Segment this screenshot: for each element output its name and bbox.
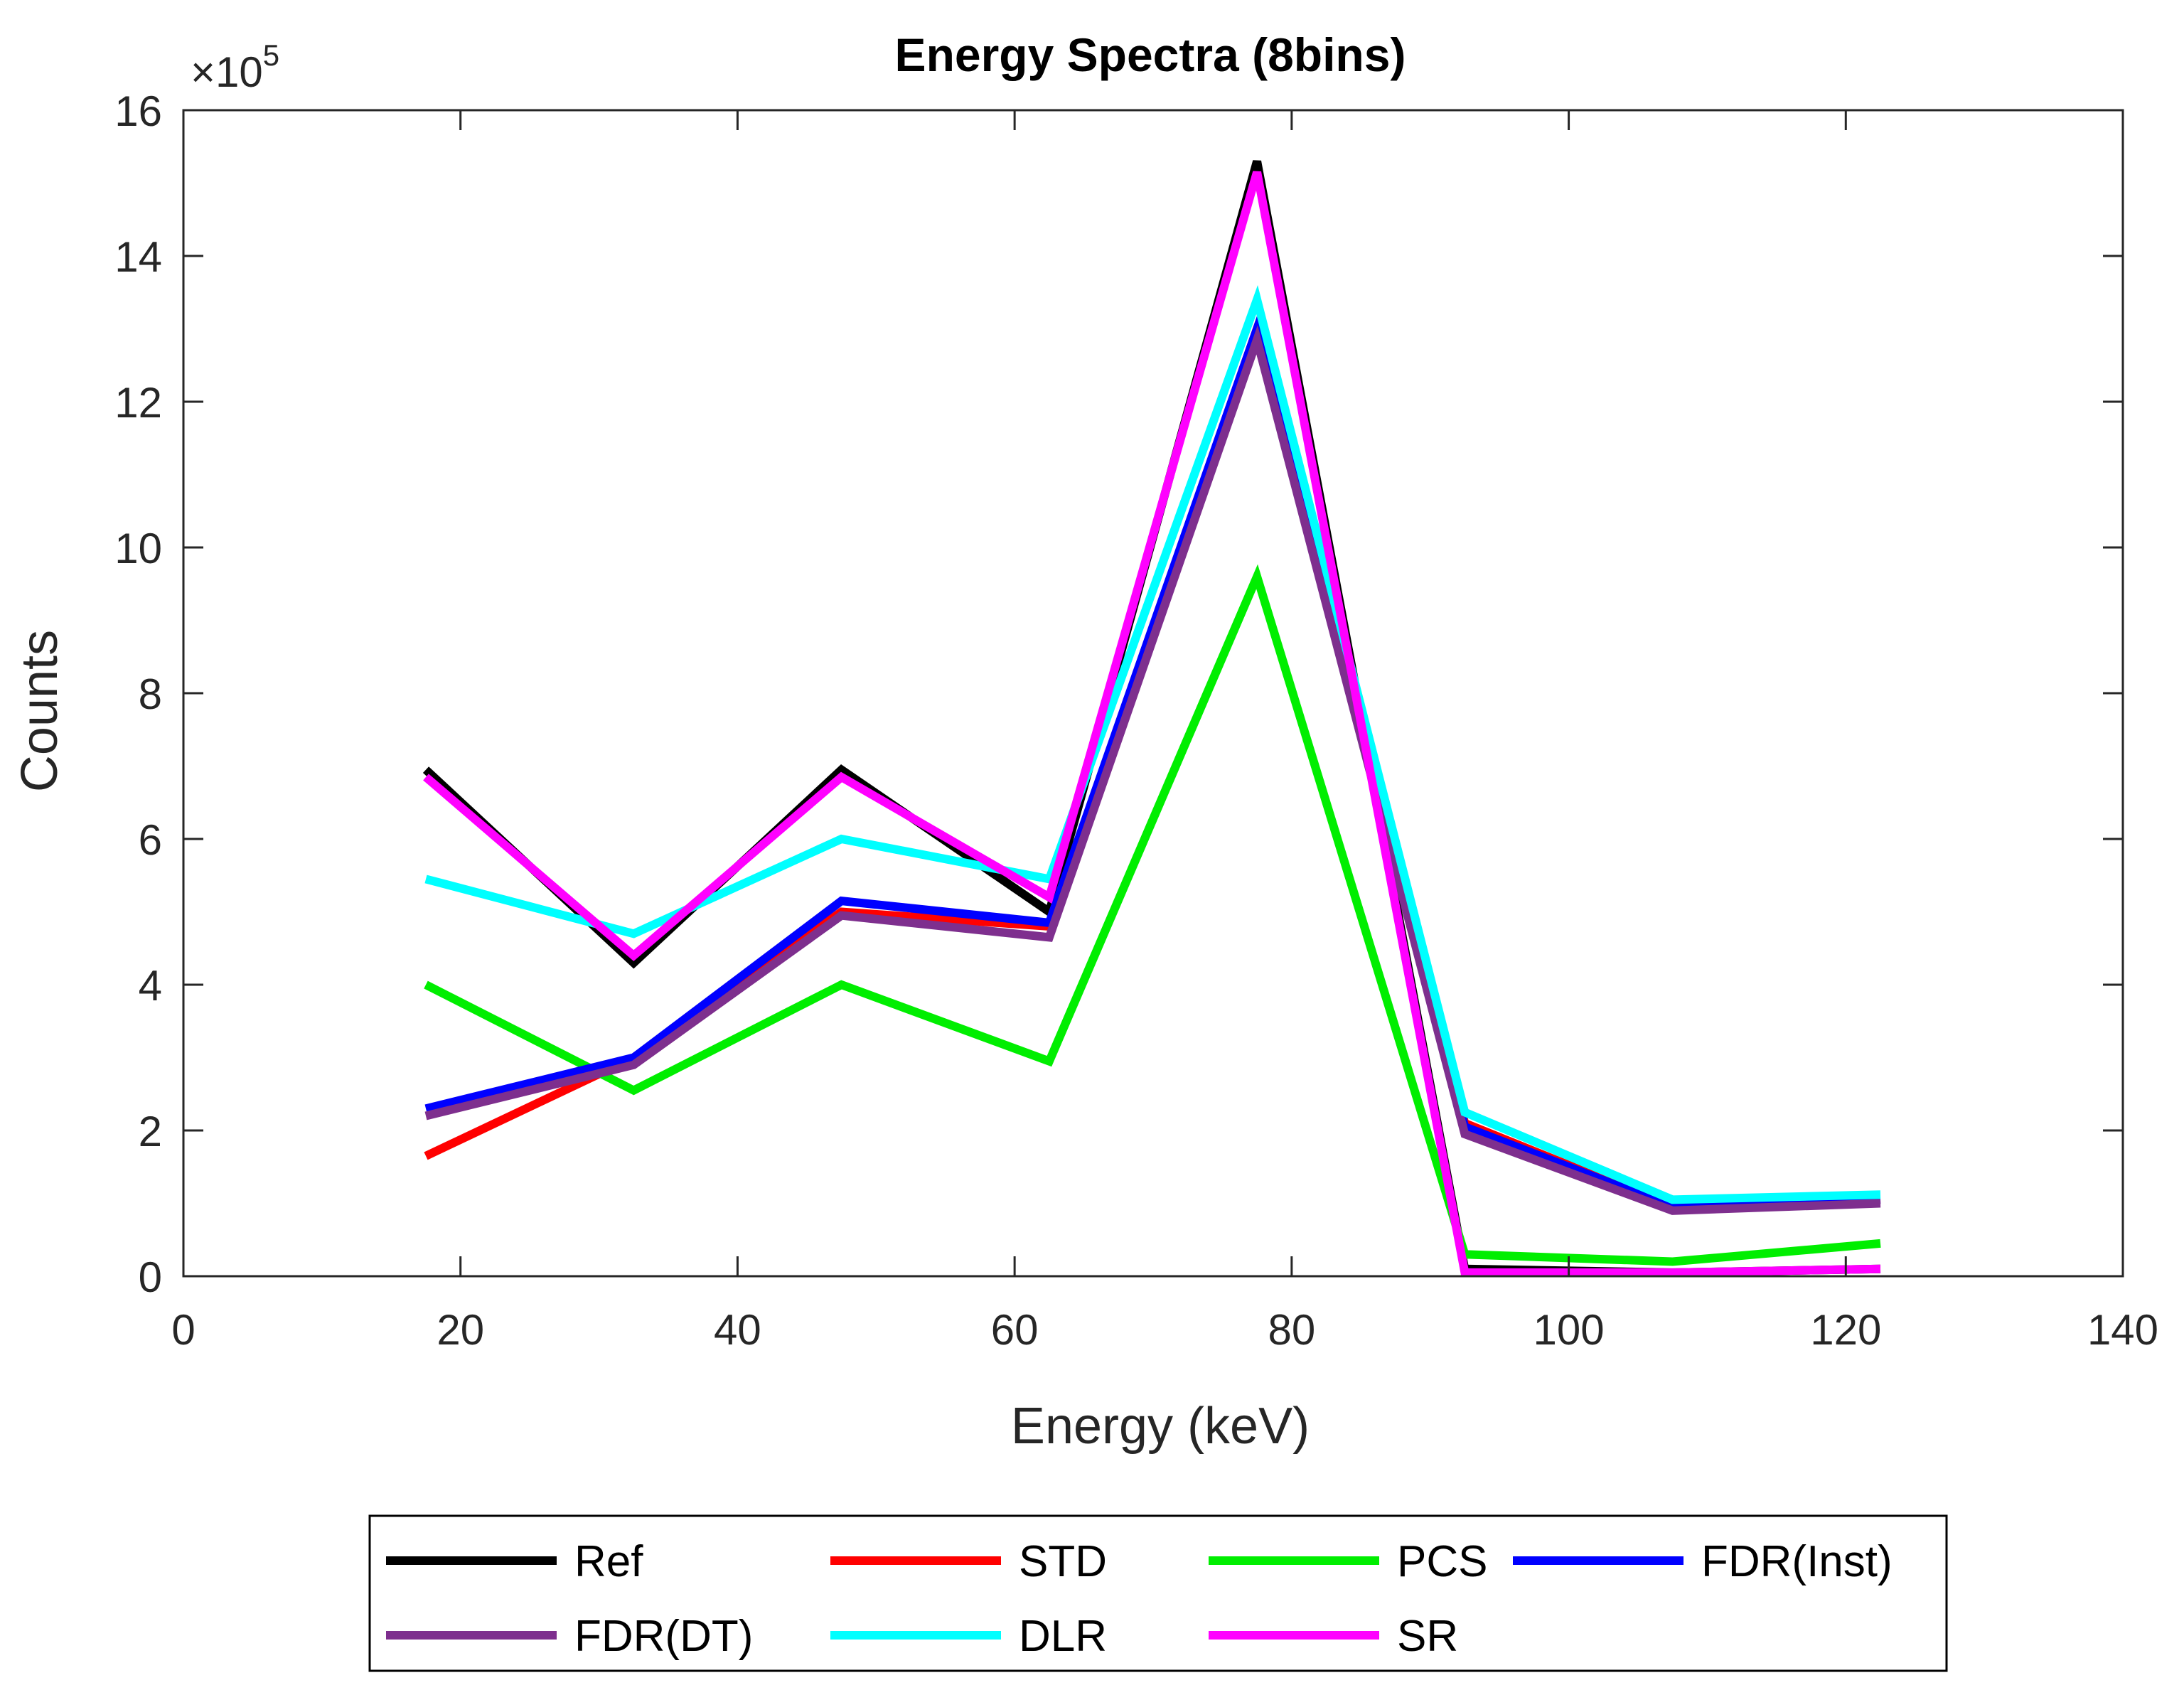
y-exponent-label: ×105 — [191, 38, 279, 96]
x-tick-label: 100 — [1533, 1306, 1605, 1354]
x-tick-label: 0 — [171, 1306, 195, 1354]
y-tick-label: 4 — [139, 962, 162, 1010]
legend-label-std: STD — [1019, 1537, 1107, 1586]
x-tick-label: 120 — [1810, 1306, 1881, 1354]
legend-label-ref: Ref — [574, 1537, 643, 1586]
legend-label-pcs: PCS — [1397, 1537, 1487, 1586]
chart-title: Energy Spectra (8bins) — [895, 28, 1406, 81]
y-exponent-power: 5 — [263, 38, 279, 72]
series-layer — [422, 160, 1881, 1277]
x-axis-label: Energy (keV) — [1011, 1398, 1310, 1455]
y-tick-label: 6 — [139, 816, 162, 864]
x-tick-label: 60 — [991, 1306, 1039, 1354]
y-tick-label: 8 — [139, 670, 162, 718]
x-tick-label: 80 — [1268, 1306, 1315, 1354]
plot-background — [183, 110, 2123, 1276]
x-tick-label: 40 — [714, 1306, 761, 1354]
y-tick-label: 14 — [114, 233, 162, 281]
legend-label-dlr: DLR — [1019, 1612, 1107, 1661]
x-tick-label: 20 — [437, 1306, 484, 1354]
legend: Ref STD PCS FDR(Inst) FDR(DT) DLR SR — [368, 1514, 1948, 1672]
svg-text:×105: ×105 — [191, 38, 279, 96]
legend-items: Ref STD PCS FDR(Inst) FDR(DT) DLR SR — [386, 1537, 1893, 1661]
x-tick-label: 140 — [2087, 1306, 2158, 1354]
y-tick-label: 0 — [139, 1253, 162, 1301]
legend-label-fdr-dt: FDR(DT) — [574, 1612, 753, 1661]
legend-label-sr: SR — [1397, 1612, 1458, 1661]
legend-box — [368, 1514, 1948, 1672]
y-tick-label: 2 — [139, 1108, 162, 1155]
y-tick-label: 16 — [114, 87, 162, 135]
series-line-pcs — [424, 564, 1881, 1266]
legend-label-fdr-inst: FDR(Inst) — [1701, 1537, 1893, 1586]
series-line-dlr — [424, 285, 1881, 1204]
y-tick-label: 10 — [114, 525, 162, 572]
y-exponent-base: ×10 — [191, 48, 263, 96]
y-axis-label: Counts — [11, 630, 68, 792]
series-line-fdr-dt — [424, 325, 1881, 1215]
series-line-sr — [423, 171, 1881, 1277]
plot-area — [183, 110, 2123, 1276]
y-tick-label: 12 — [114, 379, 162, 427]
ticks-layer: 0 20 40 60 80 100 120 140 0 2 4 6 8 10 12 14 16 — [114, 87, 2158, 1354]
